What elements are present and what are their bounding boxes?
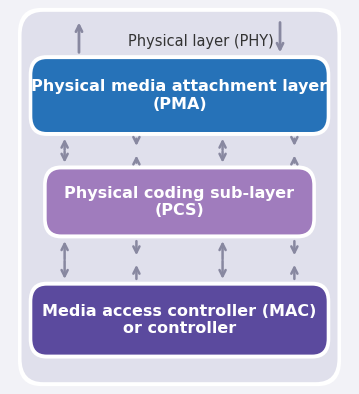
FancyBboxPatch shape <box>29 55 330 136</box>
FancyBboxPatch shape <box>43 165 316 238</box>
Text: (PCS): (PCS) <box>155 203 204 218</box>
FancyBboxPatch shape <box>32 59 327 132</box>
Text: Physical layer (PHY): Physical layer (PHY) <box>128 34 274 49</box>
FancyBboxPatch shape <box>22 12 337 382</box>
FancyBboxPatch shape <box>32 286 327 355</box>
FancyBboxPatch shape <box>47 169 312 234</box>
Text: Physical coding sub-layer: Physical coding sub-layer <box>64 186 295 201</box>
Text: Physical media attachment layer: Physical media attachment layer <box>31 79 328 95</box>
FancyBboxPatch shape <box>18 8 341 386</box>
Text: (PMA): (PMA) <box>152 97 207 112</box>
Text: Media access controller (MAC): Media access controller (MAC) <box>42 304 317 319</box>
Text: or controller: or controller <box>123 321 236 336</box>
FancyBboxPatch shape <box>29 282 330 359</box>
